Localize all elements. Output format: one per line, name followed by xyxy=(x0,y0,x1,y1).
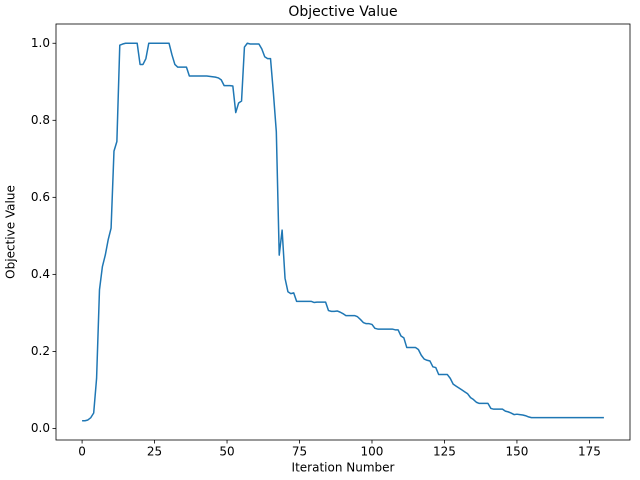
x-tick-label: 25 xyxy=(147,445,162,459)
x-tick-label: 100 xyxy=(361,445,384,459)
x-tick-label: 75 xyxy=(292,445,307,459)
x-tick-label: 150 xyxy=(505,445,528,459)
y-tick-label: 0.8 xyxy=(31,113,50,127)
x-axis-label: Iteration Number xyxy=(292,461,395,475)
x-tick-label: 175 xyxy=(578,445,601,459)
y-tick-label: 1.0 xyxy=(31,36,50,50)
plot-frame xyxy=(55,23,631,441)
chart-title: Objective Value xyxy=(288,4,397,20)
y-axis-label: Objective Value xyxy=(4,185,18,279)
y-tick-label: 0.0 xyxy=(31,421,50,435)
x-tick-label: 50 xyxy=(219,445,234,459)
x-tick-label: 0 xyxy=(78,445,86,459)
y-tick-label: 0.6 xyxy=(31,190,50,204)
data-line xyxy=(82,42,604,422)
y-tick-label: 0.2 xyxy=(31,344,50,358)
y-tick-label: 0.4 xyxy=(31,267,50,281)
x-tick-label: 125 xyxy=(433,445,456,459)
